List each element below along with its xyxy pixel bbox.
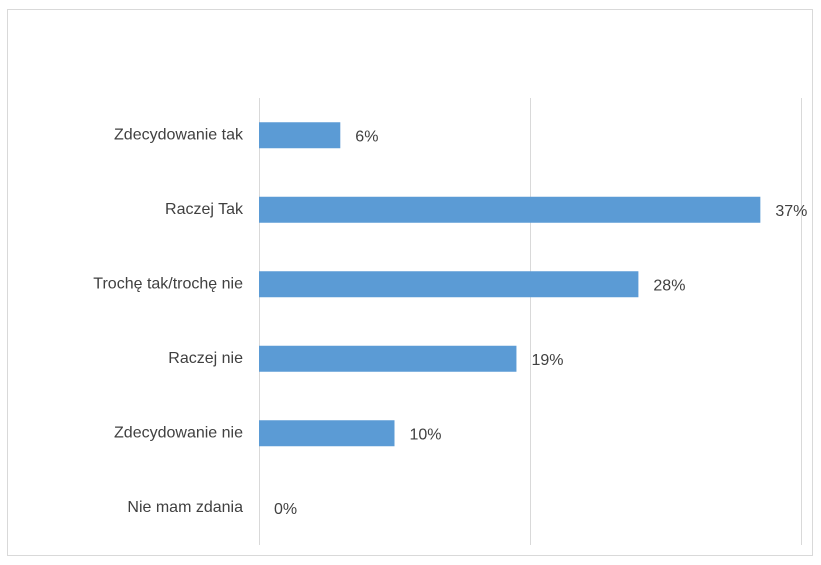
value-label: 28% [653, 277, 685, 294]
bar [259, 122, 341, 149]
category-label: Nie mam zdania [127, 499, 243, 516]
category-label: Trochę tak/trochę nie [93, 275, 243, 292]
bar [259, 345, 517, 372]
value-label: 37% [775, 203, 807, 220]
bar [259, 420, 395, 447]
bar [259, 271, 639, 298]
value-label: 6% [355, 128, 378, 145]
value-label: 0% [274, 501, 297, 518]
category-label: Zdecydowanie nie [114, 424, 243, 441]
value-label: 10% [410, 426, 442, 443]
category-label: Raczej Tak [165, 201, 244, 218]
value-label: 19% [531, 352, 563, 369]
bar [259, 196, 761, 223]
category-label: Raczej nie [168, 350, 243, 367]
category-label: Zdecydowanie tak [114, 126, 244, 143]
